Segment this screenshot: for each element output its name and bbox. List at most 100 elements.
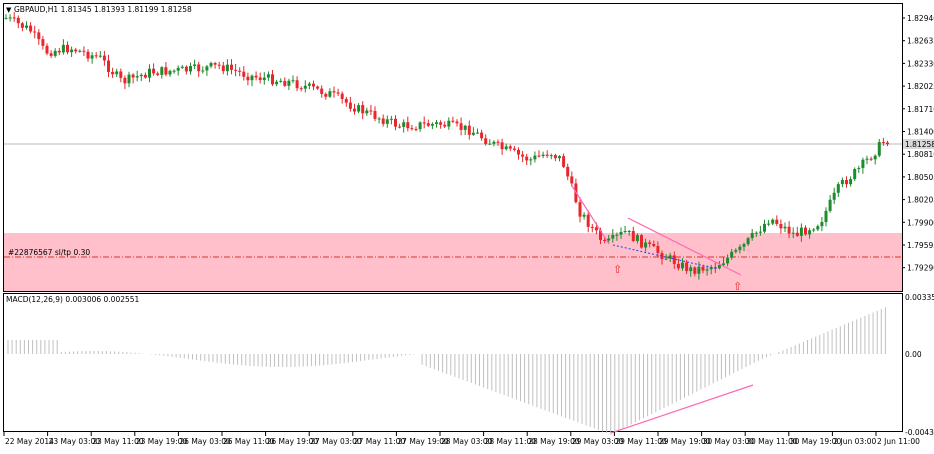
candle-body	[348, 102, 352, 109]
candle-body	[590, 226, 594, 228]
candle-body	[193, 64, 197, 67]
candle-body	[373, 110, 377, 119]
candle-body	[332, 91, 336, 93]
candle-body	[320, 88, 324, 94]
candle-body	[394, 118, 397, 127]
candle-body	[599, 230, 602, 240]
candle-body	[385, 119, 389, 124]
candle-body	[754, 232, 758, 234]
candle-body	[369, 110, 373, 112]
candle-body	[820, 222, 824, 227]
candle-body	[234, 69, 238, 71]
candle-body	[701, 266, 705, 271]
macd-panel-frame	[3, 293, 903, 432]
candle-body	[271, 74, 274, 85]
trendline-dotted[interactable]	[612, 244, 719, 270]
candle-body	[619, 232, 623, 235]
candle-body	[488, 143, 492, 145]
candle-body	[127, 74, 131, 84]
price-tick-label: 1.80205	[907, 196, 934, 205]
candle-body	[861, 159, 865, 169]
price-tick-label: 1.82025	[907, 82, 934, 91]
macd-label: MACD(12,26,9) 0.003006 0.002551	[6, 295, 140, 304]
candle-body	[840, 180, 844, 185]
trendline-1[interactable]	[571, 185, 610, 245]
candle-body	[131, 74, 135, 78]
candle-body	[123, 77, 127, 84]
candle-body	[156, 73, 160, 75]
candle-body	[8, 17, 12, 19]
candle-body	[258, 77, 262, 81]
candle-body	[402, 122, 406, 127]
candle-body	[74, 49, 78, 52]
candle-body	[496, 141, 500, 143]
candle-body	[279, 80, 283, 82]
current-price-label: 1.81258	[905, 140, 934, 149]
candle-body	[180, 66, 184, 68]
candle-body	[562, 156, 566, 167]
candle-body	[295, 80, 299, 89]
candle-body	[767, 223, 771, 225]
candle-body	[381, 118, 385, 124]
candle-body	[443, 124, 447, 127]
candle-body	[681, 262, 684, 269]
candle-body	[738, 246, 742, 251]
candle-body	[471, 132, 475, 135]
time-tick-label: 26 May 19:00	[267, 437, 319, 446]
candle-body	[693, 267, 697, 274]
candle-body	[877, 142, 881, 156]
candle-body	[763, 223, 766, 232]
candle-body	[664, 258, 668, 260]
time-tick-label: 2 Jun 03:00	[833, 437, 876, 446]
order-zone	[4, 233, 902, 291]
candle-body	[480, 132, 484, 139]
symbol-header: GBPAUD,H1 1.81345 1.81393 1.81199 1.8125…	[14, 5, 192, 14]
candle-body	[172, 70, 176, 72]
candle-body	[537, 155, 541, 157]
candle-body	[660, 252, 664, 260]
candle-body	[484, 138, 488, 144]
candle-body	[250, 75, 254, 81]
candle-body	[152, 68, 156, 74]
candle-body	[836, 184, 840, 193]
candle-body	[82, 50, 86, 52]
candle-body	[37, 32, 41, 40]
candle-body	[447, 120, 451, 127]
candle-body	[291, 80, 295, 82]
candle-body	[115, 71, 119, 75]
order-label[interactable]: #22876567 sl/tp 0.30	[8, 248, 90, 257]
price-tick-label: 1.82940	[907, 14, 934, 23]
candle-body	[689, 267, 693, 272]
macd-trendline[interactable]	[610, 384, 754, 434]
time-tick-label: 23 May 19:00	[136, 437, 188, 446]
candle-body	[525, 156, 529, 161]
candle-body	[713, 267, 717, 269]
price-tick-label: 1.82635	[907, 37, 934, 46]
time-tick-label: 30 May 11:00	[746, 437, 798, 446]
candle-body	[808, 230, 812, 235]
candle-body	[640, 235, 643, 248]
trendline-2[interactable]	[627, 217, 742, 276]
candle-body	[168, 70, 172, 75]
macd-tick-label: 0.00	[905, 350, 922, 359]
candle-body	[853, 169, 857, 180]
time-tick-label: 27 May 19:00	[397, 437, 449, 446]
candle-body	[758, 231, 762, 233]
candle-body	[549, 155, 553, 157]
time-tick-label: 2 Jun 11:00	[877, 437, 920, 446]
candle-body	[287, 80, 291, 86]
candle-body	[635, 235, 639, 241]
candle-body	[558, 156, 561, 159]
candle-body	[160, 67, 164, 75]
candle-body	[451, 120, 455, 122]
candle-body	[16, 17, 20, 24]
time-tick-label: 23 May 11:00	[92, 437, 144, 446]
candle-body	[500, 142, 504, 150]
candle-body	[316, 86, 320, 89]
candle-body	[328, 91, 332, 97]
candle-body	[529, 159, 533, 161]
candle-body	[201, 70, 205, 72]
